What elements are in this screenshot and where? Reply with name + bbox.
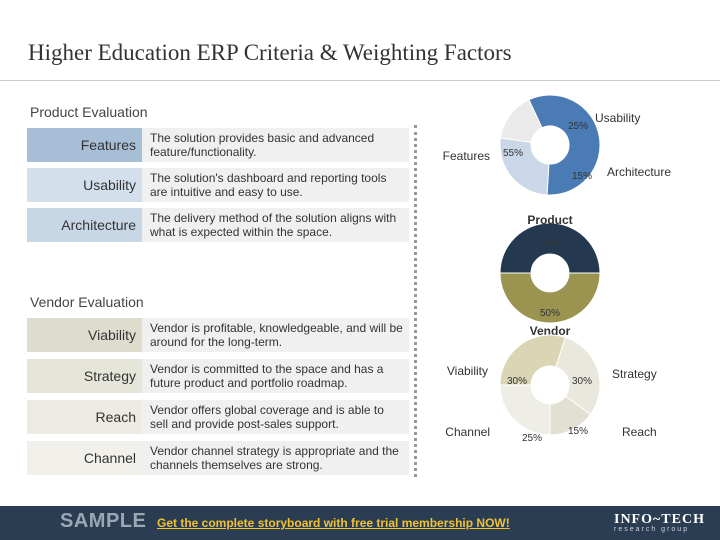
criteria-row-reach: Reach Vendor offers global coverage and … [27, 400, 409, 434]
criteria-row-features: Features The solution provides basic and… [27, 128, 409, 162]
evaluation-split-chart-category-label: Product [527, 213, 572, 227]
trial-membership-link[interactable]: Get the complete storyboard with free tr… [157, 516, 510, 530]
section-divider [414, 125, 417, 477]
criteria-name: Strategy [27, 359, 142, 393]
criteria-name: Usability [27, 168, 142, 202]
sample-watermark: SAMPLE [60, 510, 147, 532]
criteria-name: Features [27, 128, 142, 162]
vendor-criteria-chart-value-label: 30% [572, 376, 592, 387]
criteria-description: Vendor is profitable, knowledgeable, and… [150, 321, 403, 349]
logo-wordmark: INFO~TECH [614, 512, 705, 527]
vendor-criteria-chart-category-label: Strategy [612, 367, 657, 381]
criteria-name: Channel [27, 441, 142, 475]
product-criteria-chart-category-label: Usability [595, 111, 640, 125]
criteria-description: The solution's dashboard and reporting t… [150, 171, 387, 199]
logo-tagline: research group [614, 526, 690, 533]
criteria-description: Vendor offers global coverage and is abl… [150, 403, 384, 431]
evaluation-split-chart-value-label: 50% [540, 238, 560, 249]
title-rule [0, 80, 720, 81]
criteria-row-channel: Channel Vendor channel strategy is appro… [27, 441, 409, 475]
criteria-row-viability: Viability Vendor is profitable, knowledg… [27, 318, 409, 352]
evaluation-split-chart-category-label: Vendor [530, 324, 571, 338]
vendor-criteria-chart-value-label: 15% [568, 426, 588, 437]
vendor-evaluation-label: Vendor Evaluation [30, 294, 144, 310]
criteria-description: The delivery method of the solution alig… [150, 211, 397, 239]
criteria-description: The solution provides basic and advanced… [150, 131, 375, 159]
vendor-criteria-chart-slice-strategy [555, 336, 601, 416]
criteria-name: Architecture [27, 208, 142, 242]
product-criteria-chart-value-label: 55% [503, 148, 523, 159]
vendor-criteria-chart-value-label: 30% [507, 376, 527, 387]
product-criteria-chart-value-label: 25% [568, 121, 588, 132]
product-criteria-chart-category-label: Features [443, 149, 490, 163]
vendor-criteria-chart-category-label: Reach [622, 425, 657, 439]
criteria-row-usability: Usability The solution's dashboard and r… [27, 168, 409, 202]
criteria-description: Vendor channel strategy is appropriate a… [150, 444, 399, 472]
weighting-charts: 55% 25% 15% Features Usability Architecture 50… [443, 94, 671, 444]
product-criteria-chart-slice-architecture [499, 99, 543, 143]
product-criteria-chart-category-label: Architecture [607, 165, 671, 179]
product-evaluation-label: Product Evaluation [30, 104, 148, 120]
vendor-criteria-chart-category-label: Viability [447, 364, 488, 378]
product-criteria-chart-value-label: 15% [572, 171, 592, 182]
evaluation-split-chart-value-label: 50% [540, 308, 560, 319]
infotech-logo: INFO~TECH research group [614, 512, 704, 536]
vendor-criteria-chart-slice-viability [499, 334, 567, 386]
page-title: Higher Education ERP Criteria & Weightin… [28, 40, 512, 65]
criteria-name: Viability [27, 318, 142, 352]
product-criteria-chart-slice-features [528, 94, 601, 196]
criteria-description: Vendor is committed to the space and has… [150, 362, 384, 390]
criteria-row-architecture: Architecture The delivery method of the … [27, 208, 409, 242]
footer-bar: SAMPLE Get the complete storyboard with … [0, 506, 720, 540]
vendor-criteria-chart-category-label: Channel [445, 425, 490, 439]
criteria-row-strategy: Strategy Vendor is committed to the spac… [27, 359, 409, 393]
vendor-criteria-chart-slice-channel [499, 384, 551, 436]
criteria-name: Reach [27, 400, 142, 434]
product-criteria-chart-slice-usability [499, 137, 550, 196]
vendor-criteria-chart-value-label: 25% [522, 433, 542, 444]
evaluation-split-chart-slice-vendor [499, 272, 601, 324]
evaluation-split-chart-slice-product [499, 222, 601, 274]
